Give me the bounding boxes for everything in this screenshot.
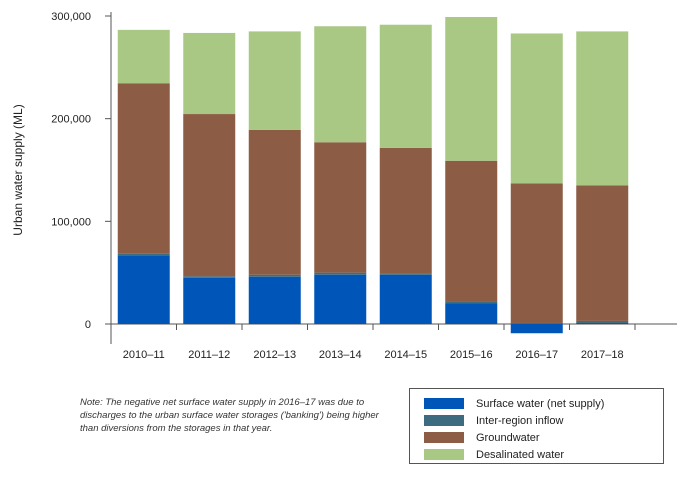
bar-segment <box>379 274 432 324</box>
bar-segment <box>576 31 629 186</box>
bar-segment <box>576 322 629 324</box>
bar-segment <box>117 83 170 254</box>
legend-label: Groundwater <box>476 431 540 444</box>
bar-segment <box>510 183 563 323</box>
bar-segment <box>183 276 236 278</box>
legend-swatch <box>424 415 464 426</box>
legend-swatch <box>424 432 464 443</box>
legend-swatch <box>424 449 464 460</box>
bar-segment <box>248 274 301 277</box>
bar-segment <box>510 322 563 324</box>
bar-segment <box>248 31 301 130</box>
x-tick-label: 2014–15 <box>384 349 427 361</box>
legend-label: Desalinated water <box>476 448 565 461</box>
y-axis-label: Urban water supply (ML) <box>11 104 25 235</box>
legend-item: Desalinated water <box>424 446 653 463</box>
x-tick-label: 2012–13 <box>253 349 296 361</box>
legend-label: Surface water (net supply) <box>476 397 605 410</box>
bar-segment <box>314 272 367 275</box>
x-tick-label: 2011–12 <box>188 349 230 361</box>
bar-segment <box>117 253 170 256</box>
x-tick-label: 2013–14 <box>319 349 362 361</box>
x-tick-label: 2015–16 <box>450 349 493 361</box>
x-tick-label: 2016–17 <box>515 349 558 361</box>
bar-segment <box>379 147 432 274</box>
bar-segment <box>445 303 498 324</box>
bar-segment <box>183 32 236 115</box>
bar-segment <box>314 142 367 273</box>
y-tick-label: 100,000 <box>51 216 91 228</box>
legend-item: Surface water (net supply) <box>424 395 653 412</box>
bar-segment <box>183 277 236 324</box>
x-tick-label: 2010–11 <box>123 349 165 361</box>
legend-swatch <box>424 398 464 409</box>
x-tick-label: 2017–18 <box>581 349 624 361</box>
bar-segment <box>183 114 236 277</box>
legend-item: Groundwater <box>424 429 653 446</box>
bar-segment <box>379 273 432 275</box>
bar-segment <box>445 160 498 302</box>
bar-segment <box>314 26 367 143</box>
legend-item: Inter-region inflow <box>424 412 653 429</box>
legend: Surface water (net supply) Inter-region i… <box>409 388 664 464</box>
y-tick-label: 0 <box>85 319 91 331</box>
chart-note: Note: The negative net surface water sup… <box>80 397 379 434</box>
bar-segment <box>576 185 629 321</box>
bar-segment <box>445 17 498 161</box>
bar-segment <box>248 276 301 324</box>
bar-segment <box>117 29 170 84</box>
bar-segment <box>117 255 170 324</box>
bar-segment <box>510 33 563 184</box>
bar-segment <box>576 320 629 323</box>
bar-segment <box>314 274 367 324</box>
bar-segment <box>379 24 432 148</box>
y-tick-label: 200,000 <box>51 114 91 126</box>
bar-segment <box>445 301 498 304</box>
legend-label: Inter-region inflow <box>476 414 564 427</box>
y-tick-label: 300,000 <box>51 11 91 23</box>
bar-segment <box>510 324 563 334</box>
bar-segment <box>248 129 301 275</box>
